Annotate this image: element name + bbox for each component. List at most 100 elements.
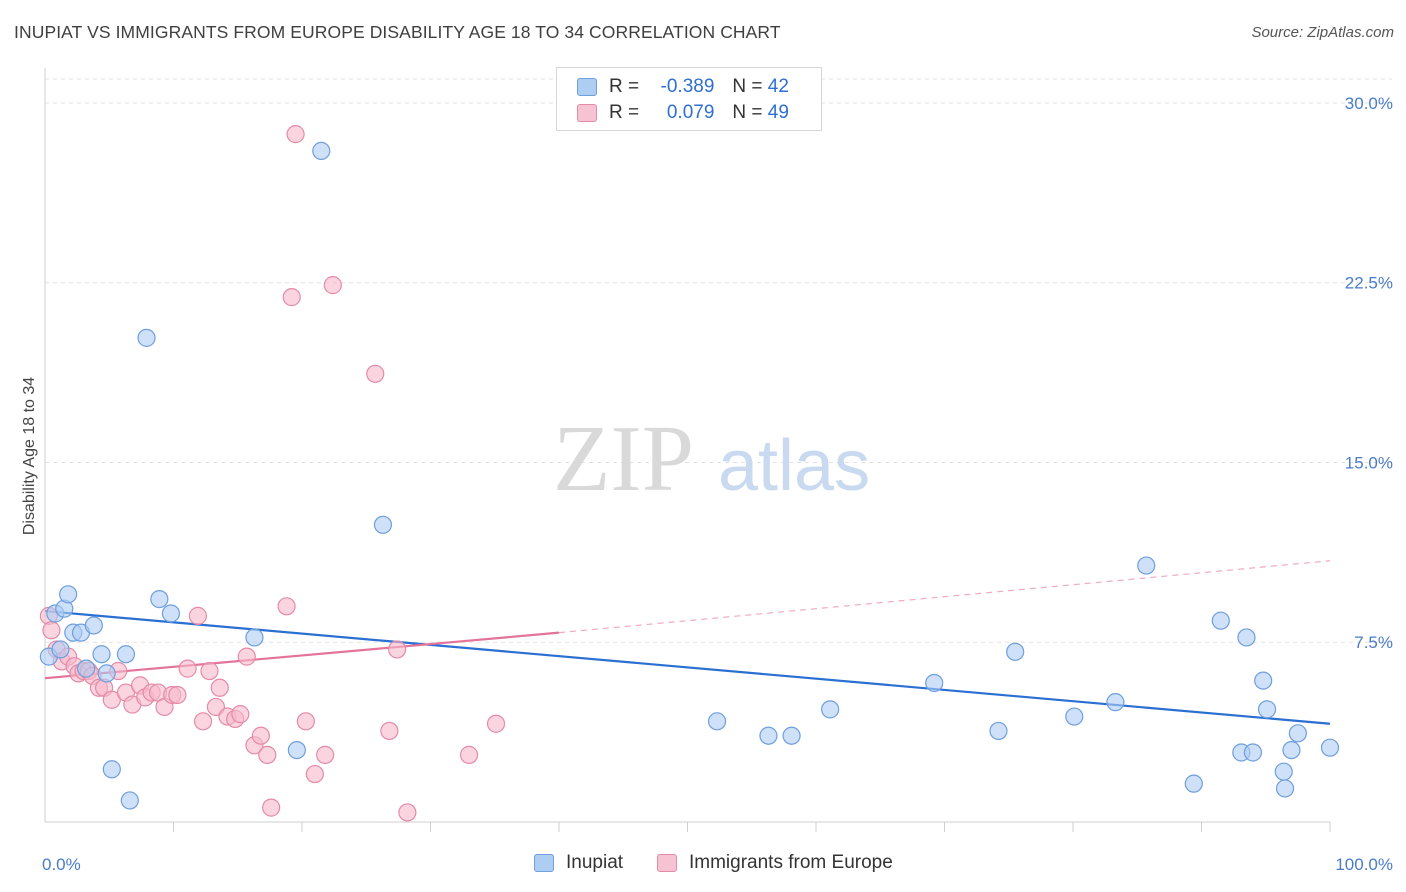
europe-point — [258, 745, 277, 764]
europe-point — [486, 714, 506, 733]
y-tick-label: 22.5% — [1345, 274, 1393, 293]
y-axis-label: Disability Age 18 to 34 — [21, 377, 38, 535]
bottom-legend-label: Inupiat — [566, 852, 624, 873]
inupiat-point — [1106, 693, 1125, 712]
inupiat-point — [116, 645, 136, 664]
watermark-zip: ZIP — [553, 407, 694, 511]
x-tick-label: 100.0% — [1335, 855, 1393, 874]
inupiat-point — [1288, 724, 1307, 743]
europe-point — [282, 288, 301, 307]
y-tick-label: 15.0% — [1345, 453, 1393, 472]
inupiat-point — [1275, 779, 1295, 798]
n-label: N = — [732, 102, 763, 123]
europe-point — [305, 764, 324, 784]
gridlines — [45, 78, 1392, 643]
y-tick-label: 30.0% — [1345, 94, 1393, 113]
inupiat-point — [759, 726, 778, 745]
inupiat-swatch — [577, 78, 597, 96]
inupiat-point — [84, 616, 103, 635]
europe-point — [251, 726, 270, 745]
inupiat-point — [161, 604, 181, 623]
x-tick-label: 0.0% — [42, 855, 81, 874]
chart-title: INUPIAT VS IMMIGRANTS FROM EUROPE DISABI… — [14, 22, 781, 42]
inupiat-swatch — [534, 854, 554, 872]
bottom-legend-label: Immigrants from Europe — [689, 852, 893, 873]
watermark-atlas: atlas — [718, 426, 870, 506]
europe-point — [316, 745, 335, 764]
n-value: 42 — [767, 76, 789, 97]
inupiat-point — [1237, 628, 1256, 647]
inupiat-point — [245, 628, 264, 647]
europe-point — [237, 647, 256, 666]
inupiat-point — [287, 740, 306, 760]
europe-point — [387, 640, 407, 659]
europe-trend-line — [44, 631, 560, 680]
inupiat-point — [989, 721, 1008, 741]
inupiat-point — [925, 673, 944, 693]
axes — [44, 68, 1331, 832]
inupiat-point — [59, 585, 78, 604]
correlation-legend: R = -0.389 N = 42 R = 0.079 N = 49 — [556, 67, 822, 131]
source-credit: Source: ZipAtlas.com — [1251, 24, 1394, 41]
inupiat-point — [782, 726, 801, 745]
r-value: -0.389 — [660, 76, 715, 97]
inupiat-point — [51, 640, 70, 659]
europe-point — [277, 597, 296, 616]
europe-swatch — [577, 104, 597, 122]
europe-swatch — [657, 854, 677, 872]
europe-point — [42, 621, 61, 640]
europe-point — [188, 606, 208, 625]
inupiat-point — [707, 712, 727, 731]
europe-point — [286, 125, 305, 144]
watermark: ZIP atlas — [553, 407, 870, 511]
europe-point — [323, 276, 342, 295]
data-points — [39, 125, 1340, 822]
europe-point — [380, 721, 399, 741]
europe-point — [168, 685, 187, 705]
r-label: R = — [609, 102, 640, 123]
inupiat-point — [92, 645, 111, 664]
inupiat-point — [97, 664, 116, 683]
inupiat-point — [1211, 611, 1230, 630]
x-tick-labels: 0.0% 100.0% — [42, 855, 1393, 874]
inupiat-point — [1006, 642, 1025, 661]
y-tick-label: 7.5% — [1354, 633, 1393, 652]
europe-point — [231, 705, 250, 724]
europe-point — [178, 659, 197, 678]
inupiat-point — [1065, 707, 1084, 726]
legend-row-inupiat: R = -0.389 N = 42 — [577, 75, 789, 99]
inupiat-point — [77, 659, 96, 678]
inupiat-point — [137, 328, 156, 347]
europe-point — [296, 712, 315, 731]
inupiat-point — [312, 141, 331, 161]
inupiat-point — [1184, 774, 1203, 793]
inupiat-point — [373, 515, 393, 534]
inupiat-point — [1320, 738, 1340, 757]
europe-trend-extension — [558, 560, 1331, 634]
inupiat-point — [102, 760, 121, 779]
r-label: R = — [609, 76, 640, 97]
europe-point — [398, 803, 417, 822]
n-label: N = — [732, 76, 763, 97]
bottom-legend-inupiat: Inupiat — [534, 852, 623, 874]
europe-point — [262, 798, 281, 817]
europe-point — [366, 364, 385, 383]
bottom-legend-europe: Immigrants from Europe — [657, 852, 893, 874]
inupiat-point — [1243, 743, 1263, 762]
europe-point — [102, 690, 121, 709]
inupiat-point — [821, 700, 840, 719]
inupiat-point — [1274, 762, 1293, 781]
europe-point — [200, 661, 219, 681]
inupiat-point — [120, 791, 139, 810]
y-tick-labels: 7.5% 15.0% 22.5% 30.0% — [1345, 94, 1393, 652]
inupiat-point — [1137, 556, 1156, 575]
europe-point — [210, 678, 229, 697]
r-value: 0.079 — [666, 102, 715, 123]
n-value: 49 — [767, 102, 789, 123]
europe-point — [459, 745, 479, 764]
inupiat-point — [150, 589, 169, 609]
europe-point — [193, 712, 213, 731]
legend-row-europe: R = 0.079 N = 49 — [577, 101, 789, 125]
inupiat-point — [1282, 740, 1301, 760]
